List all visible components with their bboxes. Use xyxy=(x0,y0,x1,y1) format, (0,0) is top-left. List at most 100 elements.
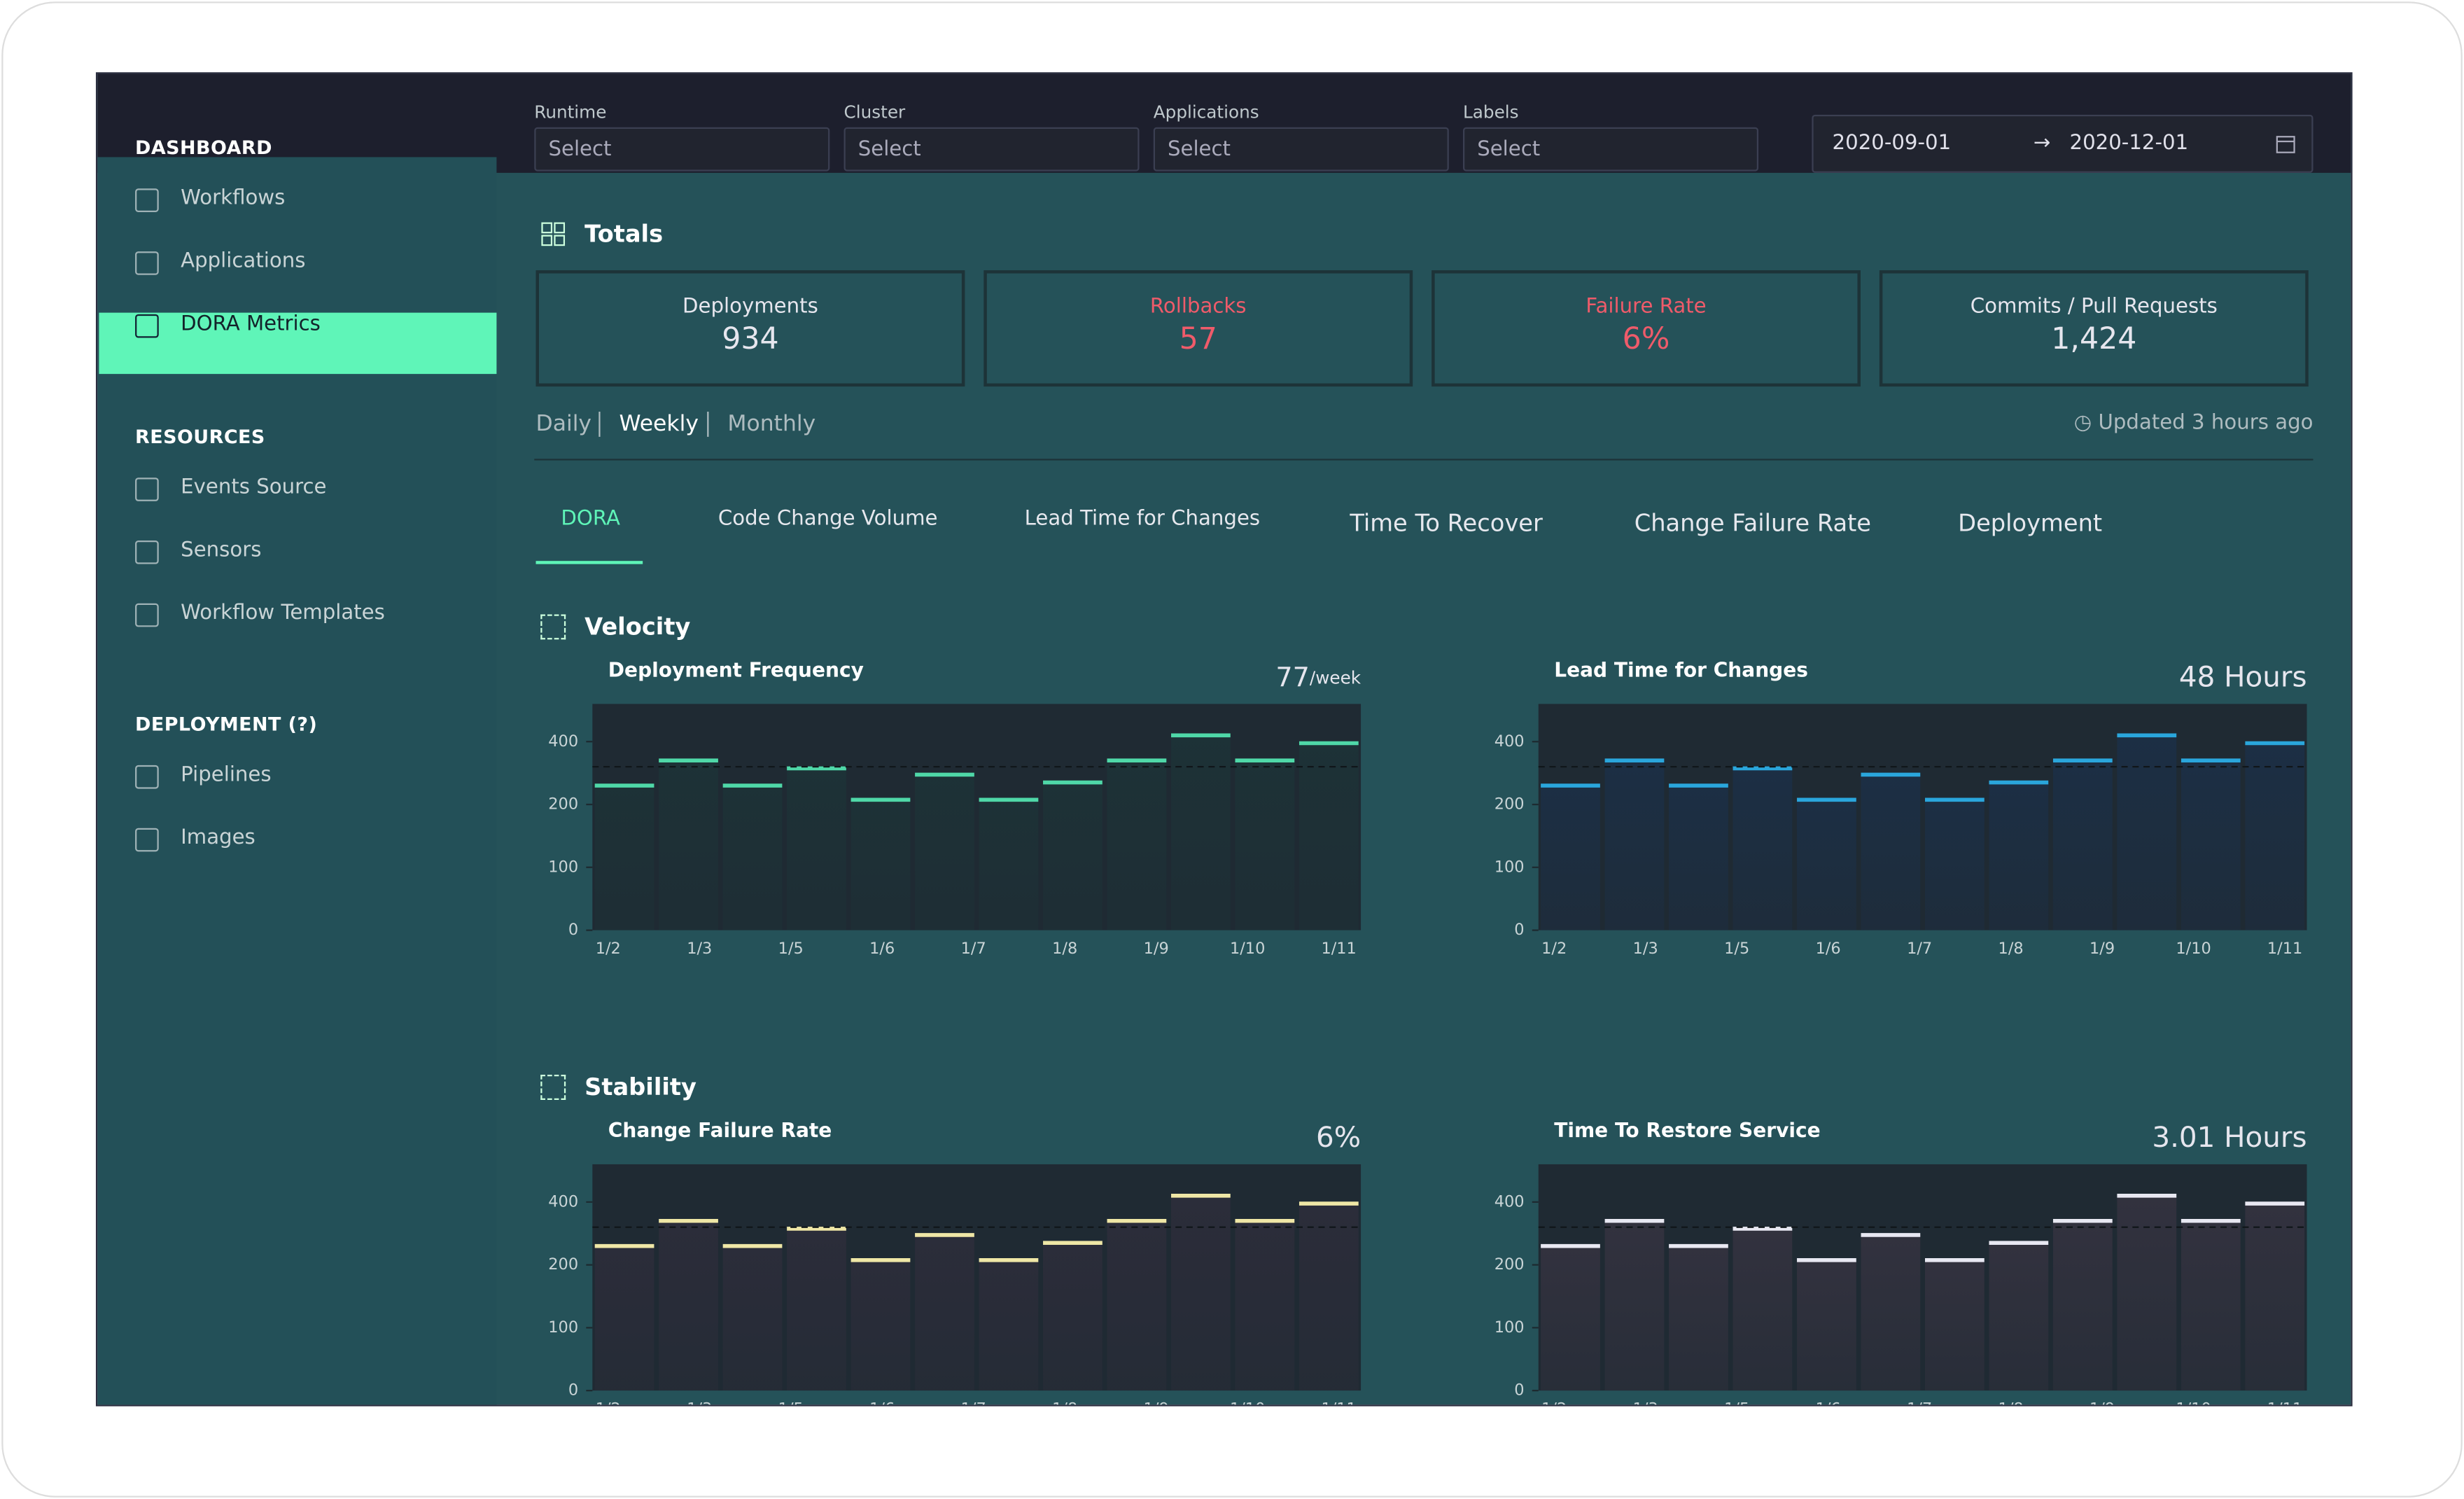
chart: Time To Restore Service 3.01 Hours 0 100 200… xyxy=(1494,1119,2307,1405)
chart-headline: 77/week xyxy=(1275,662,1361,692)
period[interactable]: Weekly xyxy=(619,411,699,437)
y-tick-label: 200 xyxy=(548,795,578,814)
y-tick-label: 400 xyxy=(1494,732,1525,751)
chart-headline: 3.01 Hours xyxy=(2152,1120,2306,1154)
calendar-icon xyxy=(2276,136,2295,153)
headline-value: 3.01 Hours xyxy=(2152,1120,2306,1154)
period[interactable]: Daily xyxy=(536,411,592,437)
nav-item[interactable]: Workflow Templates xyxy=(181,601,385,626)
x-tick-label: 1/7 xyxy=(961,1400,986,1405)
x-tick-label: 1/8 xyxy=(1998,940,2024,958)
bar xyxy=(1732,768,1793,930)
bar xyxy=(915,1234,974,1391)
nav-item[interactable]: Events Source xyxy=(181,475,327,500)
grid-icon xyxy=(540,614,566,640)
x-tick-label: 1/10 xyxy=(1230,1400,1265,1405)
tab[interactable]: Time To Recover xyxy=(1350,509,1543,538)
bar xyxy=(1925,800,1984,930)
x-tick-label: 1/10 xyxy=(2176,1400,2211,1405)
x-tick-label: 1/3 xyxy=(1633,940,1658,958)
filter-select[interactable]: Select xyxy=(1463,127,1759,172)
x-tick-label: 1/2 xyxy=(1541,940,1567,958)
card-label: Deployments xyxy=(682,295,818,319)
headline-value: 48 Hours xyxy=(2179,660,2307,693)
x-tick-label: 1/6 xyxy=(869,940,895,958)
nav-item[interactable]: Applications xyxy=(181,249,306,274)
y-tick-label: 100 xyxy=(548,1318,578,1337)
filter-select[interactable]: Select xyxy=(1153,127,1449,172)
nav-item[interactable]: Workflows xyxy=(181,187,286,211)
nav-item[interactable]: DORA Metrics xyxy=(181,312,321,337)
nav-icon xyxy=(135,314,159,338)
tab[interactable]: Lead Time for Changes xyxy=(1024,507,1261,531)
card-label: Rollbacks xyxy=(1149,295,1247,319)
bar xyxy=(659,1220,718,1391)
total-card: Deployments 934 xyxy=(536,270,965,387)
active-item-bg[interactable] xyxy=(99,312,497,375)
bar xyxy=(1989,782,2049,930)
bar xyxy=(2052,1220,2113,1391)
nav-icon xyxy=(135,251,159,275)
headline-value: 77 xyxy=(1275,662,1310,692)
date-range[interactable]: 2020-09-01 → 2020-12-01 xyxy=(1812,114,2314,173)
updated: ◷ Updated 3 hours ago xyxy=(2073,411,2314,435)
bar xyxy=(2052,760,2113,930)
filter-label: Runtime xyxy=(534,102,607,123)
x-tick-label: 1/5 xyxy=(778,940,804,958)
x-tick-label: 1/9 xyxy=(2090,1400,2115,1405)
y-tick-label: 0 xyxy=(568,921,578,939)
tab[interactable]: Code Change Volume xyxy=(718,507,938,531)
x-tick-label: 1/9 xyxy=(2090,940,2115,958)
totals-title: Totals xyxy=(584,220,664,249)
section-title: DASHBOARD xyxy=(135,137,272,159)
period-sep xyxy=(707,411,709,437)
bar xyxy=(1797,800,1856,930)
nav-icon xyxy=(135,828,159,852)
y-tick-label: 0 xyxy=(568,1381,578,1400)
nav-icon xyxy=(135,603,159,627)
y-tick-label: 100 xyxy=(548,858,578,876)
tab[interactable]: DORA xyxy=(561,507,620,531)
bar xyxy=(850,1260,911,1391)
bar xyxy=(1107,760,1167,930)
date-end: 2020-12-01 xyxy=(2069,132,2189,156)
chart-headline: 48 Hours xyxy=(2179,660,2307,693)
bar xyxy=(2245,1204,2305,1391)
nav-item[interactable]: Images xyxy=(181,826,255,851)
headline-unit: /week xyxy=(1310,667,1362,688)
nav-icon xyxy=(135,477,159,501)
bar xyxy=(1043,782,1102,930)
bar xyxy=(2180,1220,2241,1391)
x-tick-label: 1/8 xyxy=(1998,1400,2024,1405)
bar xyxy=(979,1260,1039,1391)
filter-select[interactable]: Select xyxy=(844,127,1140,172)
card-value: 6% xyxy=(1622,322,1670,357)
bar xyxy=(722,786,783,930)
x-tick-label: 1/5 xyxy=(1724,1400,1749,1405)
tab[interactable]: Change Failure Rate xyxy=(1634,509,1872,538)
bar xyxy=(2180,760,2241,930)
bar xyxy=(1235,1220,1295,1391)
filter-select[interactable]: Select xyxy=(534,127,830,172)
bar xyxy=(1235,760,1295,930)
filter-label: Cluster xyxy=(844,102,906,123)
bar xyxy=(1171,735,1231,930)
x-tick-label: 1/7 xyxy=(1907,1400,1932,1405)
card-label: Failure Rate xyxy=(1586,295,1707,319)
tab[interactable]: Deployment xyxy=(1958,509,2103,538)
nav-item[interactable]: Pipelines xyxy=(181,763,272,788)
section-title: Velocity xyxy=(584,613,691,641)
bar xyxy=(2117,1195,2177,1391)
arrow: → xyxy=(2033,132,2051,156)
bar xyxy=(1669,786,1728,930)
bar xyxy=(1669,1246,1728,1391)
grid-icon xyxy=(540,1075,566,1100)
nav-item[interactable]: Sensors xyxy=(181,538,262,563)
nav-icon xyxy=(135,765,159,789)
period[interactable]: Monthly xyxy=(727,411,816,437)
bar xyxy=(594,1246,654,1391)
x-tick-label: 1/6 xyxy=(869,1400,895,1405)
x-tick-label: 1/7 xyxy=(961,940,986,958)
x-tick-label: 1/11 xyxy=(1321,940,1356,958)
